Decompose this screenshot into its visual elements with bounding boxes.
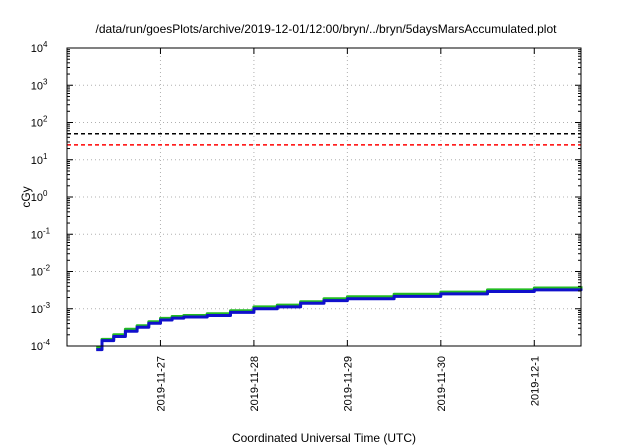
y-tick-exponent: 2 <box>43 115 48 124</box>
x-tick-label: 2019-11-27 <box>155 356 167 411</box>
y-tick-label: 10 <box>31 43 43 55</box>
y-tick-exponent: 4 <box>43 40 48 49</box>
y-tick-base: 10 <box>31 267 43 279</box>
y-tick-exponent: -3 <box>43 301 51 310</box>
y-tick-label: 10 <box>31 80 43 92</box>
axis-ticks <box>67 47 581 347</box>
y-tick-label: 10 <box>31 155 43 167</box>
series-line <box>96 286 583 350</box>
x-tick-label: 2019-11-28 <box>249 356 261 411</box>
x-tick-labels: 2019-11-27 2019-11-28 2019-11-29 2019-11-30… <box>155 356 541 411</box>
series-line <box>96 288 583 352</box>
y-tick-label: 10 <box>31 118 43 130</box>
grid-lines <box>67 48 581 346</box>
y-tick-exponent: 1 <box>43 152 48 161</box>
y-tick-exponent: -1 <box>43 226 51 235</box>
y-tick-label: 10 <box>31 267 43 279</box>
x-tick-label: 2019-11-29 <box>342 356 354 411</box>
y-tick-exponent: 3 <box>43 77 48 86</box>
series-lines <box>96 286 583 352</box>
y-tick-base: 10 <box>31 304 43 316</box>
x-tick-label: 2019-11-30 <box>436 356 448 411</box>
x-axis-label: Coordinated Universal Time (UTC) <box>232 431 416 445</box>
y-tick-exponent: 0 <box>43 189 48 198</box>
y-tick-base: 10 <box>31 155 43 167</box>
y-tick-base: 10 <box>31 341 43 353</box>
y-tick-base: 10 <box>31 43 43 55</box>
y-tick-label: 10 <box>31 192 43 204</box>
y-tick-base: 10 <box>31 229 43 241</box>
reference-lines <box>67 132 581 146</box>
chart-title: /data/run/goesPlots/archive/2019-12-01/1… <box>96 22 558 36</box>
y-tick-base: 10 <box>31 192 43 204</box>
y-tick-label: 10 <box>31 341 43 353</box>
y-tick-exponent: -4 <box>43 338 51 347</box>
y-tick-label: 10 <box>31 229 43 241</box>
y-tick-label: 10 <box>31 304 43 316</box>
y-tick-base: 10 <box>31 80 43 92</box>
y-axis-label: cGy <box>19 186 33 207</box>
y-tick-exponent: -2 <box>43 264 51 273</box>
y-tick-base: 10 <box>31 118 43 130</box>
x-tick-label: 2019-12-1 <box>529 356 541 406</box>
